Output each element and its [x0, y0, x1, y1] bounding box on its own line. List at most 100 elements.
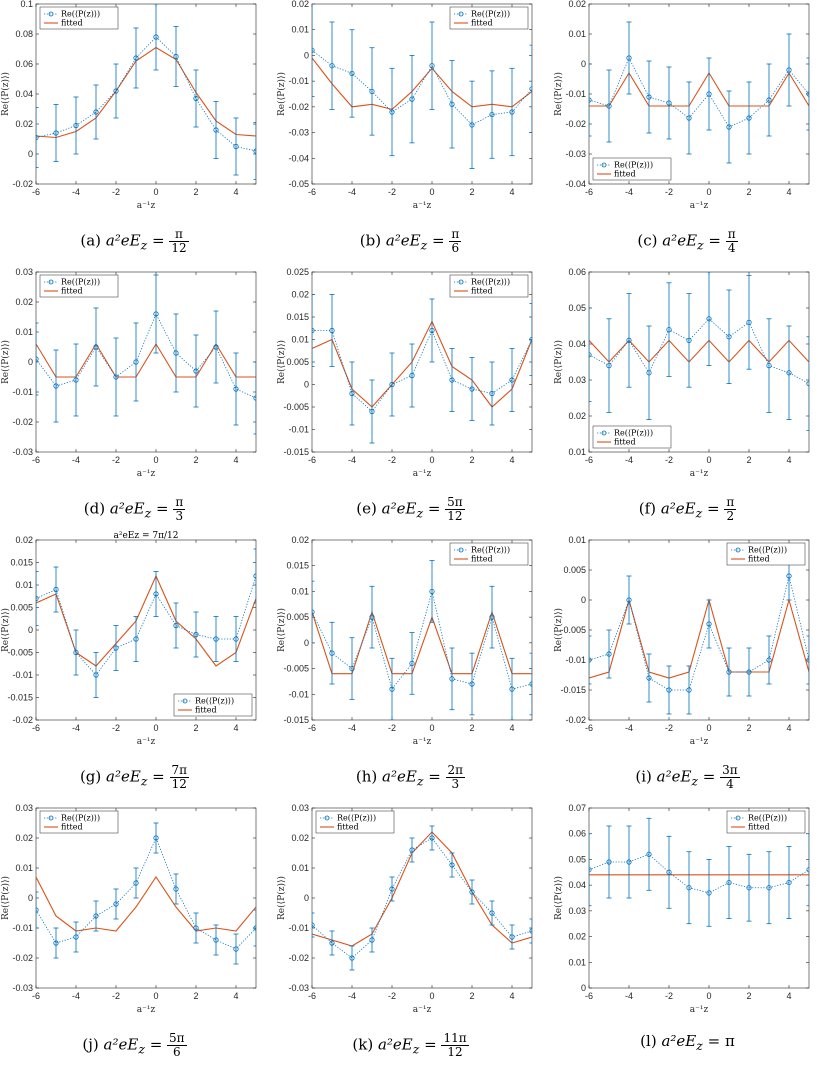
- legend-data-marker: [324, 815, 330, 821]
- fitted-series-line: [36, 574, 256, 667]
- data-point: [253, 925, 256, 931]
- y-tick-label: 0: [581, 59, 586, 69]
- caption-denominator: 12: [171, 777, 187, 791]
- y-tick-label: 0.02: [568, 0, 586, 9]
- data-point: [626, 859, 632, 865]
- data-point: [589, 867, 592, 873]
- caption-lhs: a²eE: [661, 1032, 697, 1050]
- y-tick-label: -0.015: [283, 447, 309, 457]
- x-axis-label: a⁻¹z: [690, 201, 709, 211]
- plot-content: [312, 4, 532, 169]
- data-point: [389, 109, 395, 115]
- x-axis-label: a⁻¹z: [137, 1005, 156, 1015]
- data-point: [329, 650, 335, 656]
- y-axis-label: Re(⟨P(z)⟩): [276, 608, 287, 652]
- y-tick-label: -0.01: [288, 425, 309, 435]
- data-point: [646, 94, 652, 100]
- data-point: [253, 148, 256, 154]
- caption-rhs: π: [724, 1032, 735, 1050]
- plot-content: [36, 4, 256, 180]
- caption-numerator: π: [725, 227, 738, 242]
- x-tick-label: 2: [746, 187, 751, 197]
- data-point: [429, 588, 435, 595]
- x-tick-label: 0: [153, 723, 158, 733]
- data-point: [173, 886, 179, 892]
- legend: Re(⟨P(z)⟩)fitted: [173, 693, 253, 717]
- x-tick-label: -6: [308, 723, 316, 733]
- data-point: [706, 621, 712, 627]
- data-point: [429, 327, 435, 334]
- x-tick-label: 2: [193, 455, 198, 465]
- legend-data-marker: [601, 162, 607, 168]
- caption-denominator: 6: [172, 1045, 181, 1059]
- x-tick-label: 4: [233, 455, 238, 465]
- y-tick-label: -0.03: [288, 983, 309, 993]
- caption-equals: =: [151, 499, 174, 518]
- data-point: [369, 88, 375, 95]
- x-tick-label: 4: [509, 455, 514, 465]
- data-point: [233, 143, 239, 150]
- x-tick-label: -4: [625, 455, 633, 465]
- caption-numerator: π: [173, 495, 186, 510]
- data-point: [489, 111, 495, 118]
- data-point: [449, 101, 455, 107]
- x-tick-label: -4: [348, 455, 356, 465]
- chart-panel: -6 -4 -2 0 2 4 -0.015 -0.01 -0.005 0 0.005 0.01 0.01…: [276, 267, 545, 536]
- data-point: [253, 573, 256, 579]
- legend-fit-label: fitted: [748, 823, 770, 832]
- data-point: [606, 651, 612, 657]
- data-series-line: [36, 836, 256, 950]
- data-point: [529, 681, 532, 687]
- fitted-series-line: [312, 610, 532, 675]
- data-point: [193, 95, 199, 102]
- data-point: [806, 91, 809, 97]
- y-axis-label: Re(⟨P(z)⟩): [276, 72, 287, 116]
- data-point: [766, 363, 772, 369]
- caption-lhs: a²eE: [109, 499, 145, 518]
- chart-panel: -6 -4 -2 0 2 4 -0.03 -0.02 -0.01 0 0.01 0.02 0.03 a⁻¹…: [0, 803, 269, 1072]
- y-tick-label: -0.03: [12, 447, 33, 457]
- y-tick-label: 0.03: [568, 906, 586, 916]
- legend: Re(⟨P(z)⟩)fitted: [449, 274, 529, 298]
- caption-subscript: z: [691, 773, 699, 789]
- caption-equals: =: [702, 1032, 725, 1050]
- plot-content: [312, 825, 532, 971]
- y-tick-label: 0: [28, 893, 33, 903]
- chart-svg: -6 -4 -2 0 2 4 -0.03 -0.02 -0.01 0 0.01 0.02 0.03 a⁻¹…: [276, 803, 533, 1015]
- caption-lhs: a²eE: [106, 767, 141, 786]
- y-tick-label: 0.01: [568, 447, 586, 457]
- fitted-series-line: [36, 46, 256, 139]
- y-tick-label: 0.01: [291, 863, 309, 873]
- y-tick-label: -0.02: [288, 953, 309, 963]
- y-tick-label: 0.02: [15, 833, 33, 843]
- caption-label: (i): [635, 767, 657, 786]
- caption-fraction: 5π 6: [167, 1032, 187, 1059]
- caption-denominator: 4: [727, 241, 736, 255]
- caption-lhs: a²eE: [105, 231, 141, 250]
- y-tick-label: 0.07: [568, 803, 586, 813]
- plot-area: [588, 807, 810, 989]
- caption-label: (j): [82, 1035, 104, 1054]
- data-point: [766, 885, 772, 891]
- caption-fraction: 7π 12: [169, 764, 190, 791]
- x-tick-label: 4: [509, 187, 514, 197]
- plot-area: [311, 807, 533, 989]
- plot-content: [36, 274, 256, 435]
- chart-panel: -6 -4 -2 0 2 4 -0.05 -0.04 -0.03 -0.02 -0.01 0 0.01 0…: [276, 0, 545, 268]
- x-axis-label: a⁻¹z: [690, 737, 709, 747]
- panel-caption: (h) a²eEz = 2π 3: [276, 764, 545, 791]
- plot-content: [589, 817, 809, 927]
- x-tick-label: 2: [469, 187, 474, 197]
- data-point: [529, 336, 532, 343]
- legend-data-label: Re(⟨P(z)⟩): [471, 278, 510, 287]
- data-point: [329, 940, 335, 946]
- data-point: [93, 672, 99, 678]
- y-tick-label: -0.005: [283, 664, 309, 674]
- y-tick-label: -0.01: [288, 689, 309, 699]
- legend: Re(⟨P(z)⟩)fitted: [449, 542, 529, 566]
- y-tick-label: 0.01: [568, 957, 586, 967]
- caption-lhs: a²eE: [382, 767, 417, 786]
- y-axis-label: Re(⟨P(z)⟩): [276, 876, 287, 920]
- chart-svg: -6 -4 -2 0 2 4 -0.02 0 0.02 0.04 0.06 0.08 0.1 a⁻¹z Re…: [0, 0, 257, 211]
- y-tick-label: 0.06: [15, 59, 33, 69]
